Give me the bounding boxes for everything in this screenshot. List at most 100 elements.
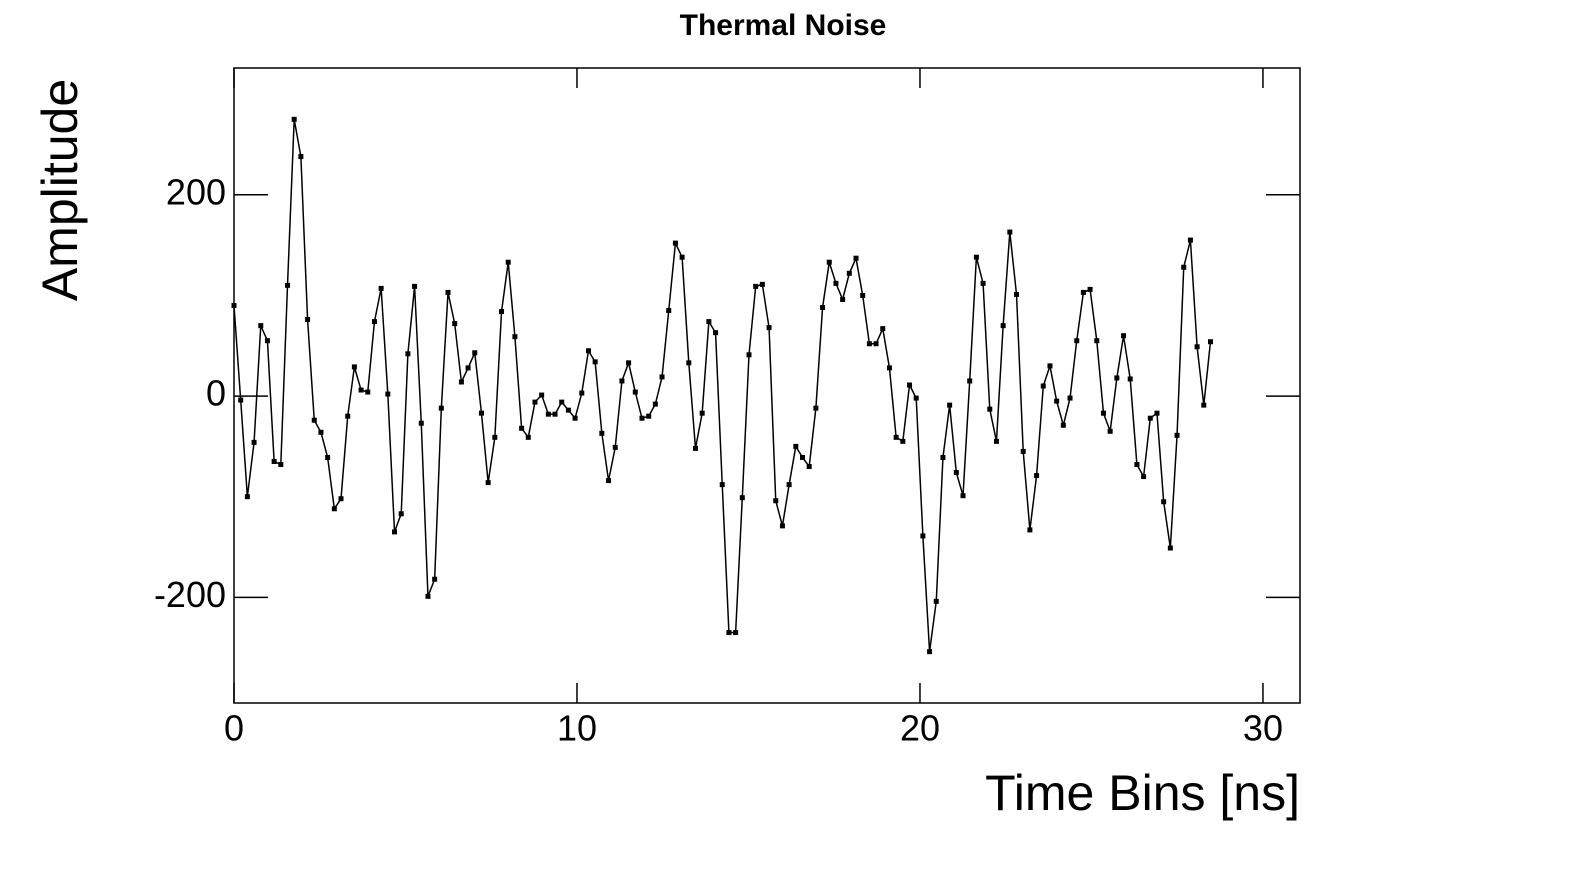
data-point bbox=[1154, 410, 1160, 416]
data-point bbox=[592, 359, 598, 365]
data-point bbox=[860, 292, 866, 298]
data-point bbox=[612, 444, 618, 450]
data-point bbox=[793, 443, 799, 449]
data-point bbox=[1074, 338, 1080, 344]
data-point bbox=[505, 259, 511, 265]
data-point bbox=[880, 326, 886, 332]
data-point bbox=[1174, 432, 1180, 438]
data-point bbox=[893, 434, 899, 440]
chart-title: Thermal Noise bbox=[680, 9, 887, 42]
data-point bbox=[278, 461, 284, 467]
data-point bbox=[559, 399, 565, 405]
data-point bbox=[425, 593, 431, 599]
data-point bbox=[886, 365, 892, 371]
data-point bbox=[1194, 344, 1200, 350]
y-tick-label: 200 bbox=[166, 171, 226, 212]
data-point bbox=[532, 399, 538, 405]
data-point bbox=[438, 405, 444, 411]
data-point bbox=[920, 533, 926, 539]
data-point bbox=[1020, 448, 1026, 454]
data-point bbox=[606, 478, 612, 484]
data-point bbox=[1181, 264, 1187, 270]
data-point bbox=[1067, 395, 1073, 401]
data-point bbox=[1121, 333, 1127, 339]
data-point bbox=[231, 302, 237, 308]
data-point bbox=[933, 598, 939, 604]
data-point bbox=[713, 330, 719, 336]
data-point bbox=[1127, 376, 1133, 382]
data-point bbox=[311, 417, 317, 423]
data-point bbox=[813, 405, 819, 411]
data-point bbox=[298, 154, 304, 160]
data-point bbox=[753, 283, 759, 289]
data-point bbox=[686, 360, 692, 366]
x-tick-label: 30 bbox=[1243, 708, 1283, 749]
data-point bbox=[907, 382, 913, 388]
data-point bbox=[733, 630, 739, 636]
y-tick-label: -200 bbox=[154, 574, 226, 615]
data-point bbox=[820, 305, 826, 311]
data-point bbox=[806, 464, 812, 470]
data-point bbox=[371, 319, 377, 325]
data-point bbox=[365, 389, 371, 395]
data-point bbox=[478, 410, 484, 416]
data-point bbox=[405, 351, 411, 357]
data-point bbox=[967, 378, 973, 384]
data-point bbox=[1060, 422, 1066, 428]
data-point bbox=[285, 282, 291, 288]
data-point bbox=[1007, 229, 1013, 235]
data-point bbox=[351, 364, 357, 370]
data-point bbox=[264, 338, 270, 344]
data-point bbox=[840, 296, 846, 302]
x-tick-label: 20 bbox=[900, 708, 940, 749]
data-point bbox=[799, 454, 805, 460]
data-point bbox=[619, 378, 625, 384]
data-point bbox=[385, 391, 391, 397]
data-point bbox=[244, 494, 250, 500]
data-point bbox=[927, 649, 933, 655]
data-point bbox=[947, 402, 953, 408]
data-point bbox=[1080, 289, 1086, 295]
data-point bbox=[960, 493, 966, 499]
data-point bbox=[659, 374, 665, 380]
data-point bbox=[412, 283, 418, 289]
data-point bbox=[719, 482, 725, 488]
data-point bbox=[632, 389, 638, 395]
data-point bbox=[1207, 339, 1213, 345]
data-point bbox=[445, 289, 451, 295]
data-point bbox=[599, 430, 605, 436]
data-point bbox=[499, 309, 505, 315]
data-point bbox=[746, 352, 752, 358]
data-point bbox=[305, 317, 311, 323]
data-point bbox=[773, 498, 779, 504]
data-point bbox=[432, 576, 438, 582]
data-point bbox=[345, 413, 351, 419]
plot-frame bbox=[233, 67, 1301, 704]
data-point bbox=[679, 254, 685, 260]
x-tick-label: 0 bbox=[224, 708, 244, 749]
data-point bbox=[626, 360, 632, 366]
data-point bbox=[1054, 398, 1060, 404]
data-point bbox=[766, 325, 772, 331]
data-point bbox=[418, 420, 424, 426]
data-point bbox=[579, 390, 585, 396]
data-point bbox=[291, 116, 297, 122]
data-point bbox=[1100, 410, 1106, 416]
data-point bbox=[1107, 428, 1113, 434]
data-point bbox=[980, 280, 986, 286]
data-point bbox=[973, 254, 979, 260]
data-point bbox=[545, 411, 551, 417]
data-point bbox=[458, 379, 464, 385]
data-point bbox=[358, 387, 364, 393]
data-point bbox=[318, 429, 324, 435]
data-point bbox=[331, 506, 337, 512]
x-tick-label: 10 bbox=[557, 708, 597, 749]
data-point bbox=[833, 280, 839, 286]
y-axis-label: Amplitude bbox=[32, 79, 88, 301]
data-point bbox=[238, 397, 244, 403]
data-point bbox=[251, 439, 257, 445]
data-point bbox=[672, 240, 678, 246]
data-point bbox=[565, 407, 571, 413]
